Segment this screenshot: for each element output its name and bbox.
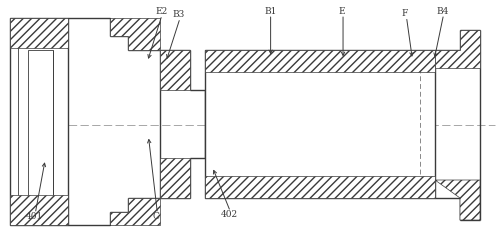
Bar [205,176,435,198]
Polygon shape [68,18,160,50]
Bar [10,18,68,225]
Bar [205,50,435,198]
Bar [10,195,68,225]
Text: F: F [402,9,408,18]
Bar [28,50,53,198]
Text: E: E [339,7,346,16]
Text: B3: B3 [173,10,185,19]
Polygon shape [435,180,480,220]
Polygon shape [435,30,480,68]
Text: E2: E2 [156,7,168,16]
Text: 402: 402 [220,210,237,219]
Text: B1: B1 [265,7,277,16]
Bar [160,50,190,90]
Text: 401: 401 [26,212,43,221]
Polygon shape [68,198,160,225]
Bar [205,50,435,72]
Bar [160,158,190,198]
Text: B4: B4 [437,7,449,16]
Text: C: C [152,212,159,221]
Bar [10,18,68,48]
